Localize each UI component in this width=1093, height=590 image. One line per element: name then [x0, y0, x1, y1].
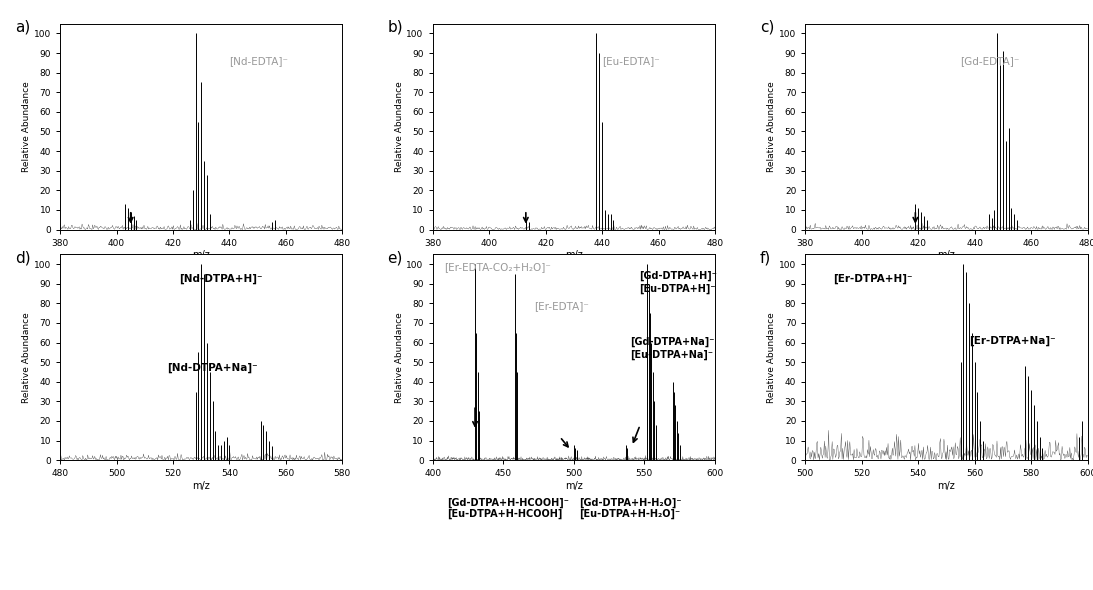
Text: [Er-DTPA+Na]⁻: [Er-DTPA+Na]⁻: [969, 336, 1056, 346]
Text: [Nd-EDTA-CO₂+H₂O]⁻: [Nd-EDTA-CO₂+H₂O]⁻: [145, 254, 257, 264]
Y-axis label: Relative Abundance: Relative Abundance: [767, 312, 776, 402]
X-axis label: m/z: m/z: [565, 481, 583, 491]
X-axis label: m/z: m/z: [192, 250, 210, 260]
Text: [Nd-EDTA]⁻: [Nd-EDTA]⁻: [230, 55, 289, 65]
Text: [Gd-EDTA-CO₂+H₂O]⁻: [Gd-EDTA-CO₂+H₂O]⁻: [891, 254, 1002, 264]
Text: [Gd-DTPA+Na]⁻
[Eu-DTPA+Na]⁻: [Gd-DTPA+Na]⁻ [Eu-DTPA+Na]⁻: [631, 337, 715, 359]
Text: [Eu-EDTA]⁻: [Eu-EDTA]⁻: [602, 55, 660, 65]
Text: [Er-EDTA-CO₂+H₂O]⁻: [Er-EDTA-CO₂+H₂O]⁻: [444, 261, 551, 271]
Text: [Gd-DTPA+H]⁻
[Eu-DTPA+H]⁻: [Gd-DTPA+H]⁻ [Eu-DTPA+H]⁻: [638, 271, 717, 294]
Text: [Gd-DTPA+H-HCOOH]⁻
[Eu-DTPA+H-HCOOH]: [Gd-DTPA+H-HCOOH]⁻ [Eu-DTPA+H-HCOOH]: [447, 497, 568, 519]
Text: f): f): [760, 250, 772, 265]
Text: c): c): [760, 19, 775, 34]
Text: b): b): [388, 19, 403, 34]
Text: [Gd-EDTA]⁻: [Gd-EDTA]⁻: [961, 55, 1020, 65]
Text: [Er-DTPA+H]⁻: [Er-DTPA+H]⁻: [834, 274, 913, 284]
Text: [Nd-DTPA+H]⁻: [Nd-DTPA+H]⁻: [178, 274, 262, 284]
Y-axis label: Relative Abundance: Relative Abundance: [767, 81, 776, 172]
Y-axis label: Relative Abundance: Relative Abundance: [22, 312, 31, 402]
Y-axis label: Relative Abundance: Relative Abundance: [395, 81, 403, 172]
X-axis label: m/z: m/z: [938, 250, 955, 260]
X-axis label: m/z: m/z: [192, 481, 210, 491]
Text: [Nd-DTPA+Na]⁻: [Nd-DTPA+Na]⁻: [167, 362, 258, 373]
Text: [Eu-EDTA-CO₂+H₂O]⁻: [Eu-EDTA-CO₂+H₂O]⁻: [519, 254, 628, 264]
Text: [Er-EDTA]⁻: [Er-EDTA]⁻: [534, 301, 589, 311]
Y-axis label: Relative Abundance: Relative Abundance: [22, 81, 31, 172]
Text: [Gd-DTPA+H-H₂O]⁻
[Eu-DTPA+H-H₂O]⁻: [Gd-DTPA+H-H₂O]⁻ [Eu-DTPA+H-H₂O]⁻: [579, 497, 682, 519]
X-axis label: m/z: m/z: [938, 481, 955, 491]
Text: d): d): [15, 250, 31, 265]
Y-axis label: Relative Abundance: Relative Abundance: [395, 312, 403, 402]
Text: e): e): [388, 250, 403, 265]
Text: a): a): [15, 19, 31, 34]
X-axis label: m/z: m/z: [565, 250, 583, 260]
